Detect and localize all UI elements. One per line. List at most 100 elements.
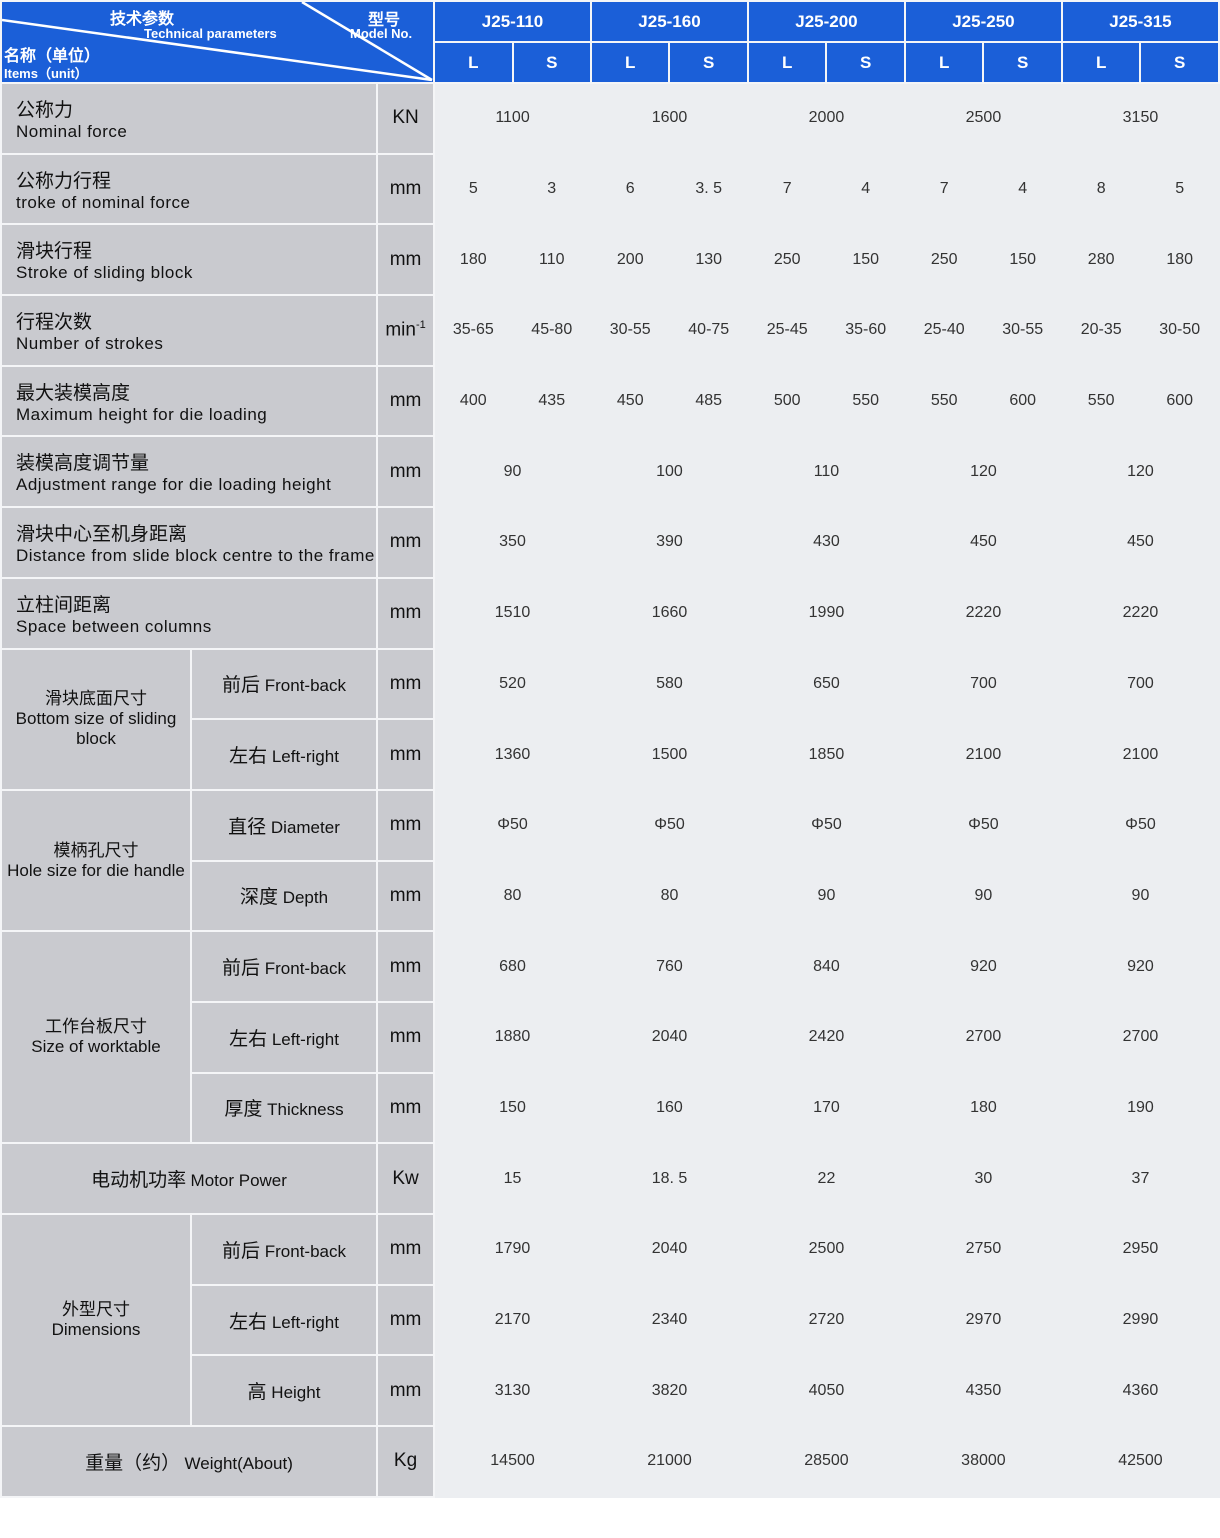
value-cell: 28500: [746, 1425, 906, 1498]
value-cell: 840: [746, 930, 906, 1003]
param-label-cn: 滑块行程: [16, 241, 93, 263]
sub-label-en: Left-right: [271, 747, 339, 767]
unit: mm: [389, 1026, 422, 1048]
unit-cell: mm: [375, 647, 436, 721]
unit-cell: mm: [375, 718, 436, 791]
sub-label-en: Height: [271, 1383, 321, 1403]
table-row: 左右 Left-right mm 1360 1500 1850 2100 2100: [1, 718, 1220, 791]
value-cell: 1100: [433, 82, 592, 155]
table-row: 滑块底面尺寸 Bottom size of sliding block 前后 Fro…: [0, 647, 1220, 791]
unit-cell: mm: [375, 1071, 436, 1145]
header-items-cn: 名称（单位）: [4, 48, 101, 65]
value-cell: 4350: [903, 1354, 1063, 1428]
unit: mm: [389, 1309, 422, 1331]
model-header: J25-200: [746, 0, 906, 43]
unit: mm: [389, 602, 422, 624]
unit-cell: mm: [375, 435, 436, 509]
sub-label: 直径 Diameter: [190, 788, 378, 862]
model-header: J25-250: [903, 0, 1063, 43]
sub-label: 深度 Depth: [190, 859, 378, 933]
unit-cell: mm: [375, 1354, 436, 1428]
header-corner: 技术参数 Technical parameters 型号 Model No. 名称（单位…: [0, 0, 436, 84]
value-cell: 20-35: [1060, 294, 1142, 367]
param-label-cn: 滑块中心至机身距离: [16, 523, 188, 545]
group-label-en: Dimensions: [51, 1320, 141, 1340]
value-cell: 2040: [590, 1213, 749, 1286]
value-cell: 700: [903, 647, 1063, 721]
variant-header: L: [903, 41, 985, 84]
value-cell: 7: [746, 152, 828, 226]
unit-cell: mm: [375, 576, 436, 650]
value-cell: 2170: [433, 1283, 592, 1357]
value-cell: Φ50: [1060, 788, 1220, 862]
value-cell: 600: [1139, 364, 1220, 438]
unit: Kw: [392, 1167, 419, 1189]
value-cell: 1510: [433, 576, 592, 650]
value-cell: 3: [511, 152, 593, 226]
value-cell: 920: [1060, 930, 1220, 1003]
value-cell: 40-75: [668, 294, 749, 367]
param-label-en: Space between columns: [16, 616, 212, 636]
sub-label-en: Depth: [282, 888, 329, 908]
value-cell: 30-55: [589, 294, 671, 367]
value-cell: 1500: [590, 718, 749, 791]
value-cell: 38000: [903, 1425, 1063, 1498]
value-cell: 650: [746, 647, 906, 721]
value-cell: 160: [590, 1071, 749, 1145]
variant-header: S: [1139, 41, 1220, 84]
value-cell: 30: [903, 1142, 1063, 1215]
param-label: 公称力行程 troke of nominal force: [0, 152, 378, 226]
sub-label-en: Front-back: [264, 1241, 346, 1261]
value-cell: 2500: [903, 82, 1063, 155]
value-cell: 700: [1060, 647, 1220, 721]
group-label-en: Bottom size of sliding block: [15, 709, 177, 749]
unit: mm: [389, 814, 422, 836]
value-cell: 180: [903, 1071, 1063, 1145]
value-cell: 550: [825, 364, 906, 438]
param-label-cn: 公称力行程: [16, 170, 112, 192]
value-cell: 30-50: [1139, 294, 1220, 367]
value-cell: 8: [1060, 152, 1142, 226]
sub-label: 前后 Front-back: [190, 647, 378, 721]
unit: mm: [389, 178, 422, 200]
variant-header: S: [982, 41, 1063, 84]
table-row: 滑块中心至机身距离 Distance from slide block centr…: [0, 506, 1220, 579]
value-cell: 6: [589, 152, 671, 226]
sub-label: 左右 Left-right: [190, 1000, 378, 1074]
group-label: 工作台板尺寸 Size of worktable: [0, 930, 192, 1145]
sub-label-en: Left-right: [271, 1029, 339, 1049]
value-cell: 2700: [1060, 1000, 1220, 1074]
table-row: 外型尺寸 Dimensions 前后 Front-back mm 1790 2040 250…: [0, 1212, 1220, 1428]
param-label-cn: 行程次数: [16, 311, 93, 333]
value-cell: 390: [590, 506, 749, 579]
value-cell: 2990: [1060, 1283, 1220, 1357]
variant-header: S: [511, 41, 593, 84]
value-cell: 1880: [433, 1000, 592, 1074]
param-label-en: troke of nominal force: [16, 192, 191, 212]
param-label-en: Number of strokes: [16, 333, 164, 353]
value-cell: 90: [746, 859, 906, 933]
value-cell: 435: [511, 364, 593, 438]
value-cell: 14500: [433, 1425, 592, 1498]
param-label: 最大装模高度 Maximum height for die loading: [0, 364, 378, 438]
param-label-cn: 公称力: [16, 99, 74, 121]
value-cell: Φ50: [746, 788, 906, 862]
value-cell: 2000: [746, 82, 906, 155]
value-cell: 600: [982, 364, 1063, 438]
value-cell: 3. 5: [668, 152, 749, 226]
param-label-en: Distance from slide block centre to the …: [16, 545, 375, 565]
group-label-en: Hole size for die handle: [7, 860, 185, 880]
sub-label: 左右 Left-right: [190, 1283, 378, 1357]
param-label-en: Stroke of sliding block: [16, 263, 193, 283]
sub-label-en: Thickness: [267, 1100, 344, 1120]
value-cell: 42500: [1060, 1425, 1220, 1498]
sub-label: 前后 Front-back: [190, 1213, 378, 1286]
sub-label-cn: 直径: [228, 816, 267, 838]
param-label-cn: 电动机功率: [91, 1170, 187, 1192]
value-cell: 2100: [1060, 718, 1220, 791]
value-cell: 90: [1060, 859, 1220, 933]
value-cell: 5: [1139, 152, 1220, 226]
sub-label-cn: 前后: [222, 675, 261, 697]
value-cell: 500: [746, 364, 828, 438]
value-cell: 3130: [433, 1354, 592, 1428]
